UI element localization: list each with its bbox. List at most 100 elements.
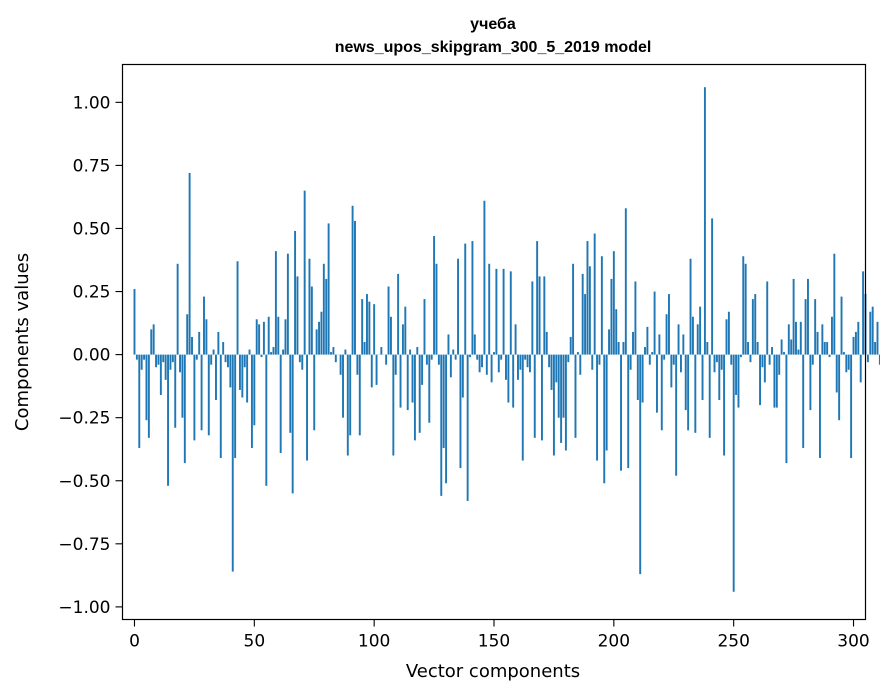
bar-40 xyxy=(229,354,232,388)
bar-175 xyxy=(552,354,555,456)
y-tick-label: −0.25 xyxy=(58,409,110,429)
bar-221 xyxy=(663,354,666,360)
bar-118 xyxy=(416,347,419,355)
bar-71 xyxy=(303,190,306,355)
bar-298 xyxy=(847,354,850,370)
y-tick-label: −0.50 xyxy=(58,472,110,492)
bar-1 xyxy=(135,354,138,360)
bar-302 xyxy=(857,321,860,355)
bar-121 xyxy=(423,299,426,355)
bar-167 xyxy=(533,354,536,438)
x-tick-label: 200 xyxy=(598,632,630,652)
bar-130 xyxy=(445,354,448,484)
bar-211 xyxy=(639,354,642,575)
bar-36 xyxy=(219,354,222,459)
bar-136 xyxy=(459,354,462,469)
bar-24 xyxy=(191,336,193,355)
bar-120 xyxy=(421,354,424,385)
x-tick-label: 150 xyxy=(478,632,510,652)
x-tick-label: 250 xyxy=(717,632,749,652)
bar-247 xyxy=(725,319,728,355)
bar-46 xyxy=(243,354,246,368)
bar-25 xyxy=(193,354,196,441)
bar-145 xyxy=(481,354,483,368)
bar-274 xyxy=(790,339,793,355)
bar-16 xyxy=(171,354,174,363)
y-tick-label: 0.25 xyxy=(73,283,111,303)
bar-194 xyxy=(598,354,601,365)
bar-203 xyxy=(620,354,622,471)
bar-143 xyxy=(476,354,479,360)
x-axis-ticks: 0 50 100 150 200 250 300 xyxy=(129,619,870,652)
bar-125 xyxy=(433,236,436,355)
bar-114 xyxy=(406,354,409,411)
bar-188 xyxy=(584,294,587,355)
bar-58 xyxy=(272,347,275,355)
bar-59 xyxy=(274,251,277,355)
bar-256 xyxy=(747,342,750,355)
bar-294 xyxy=(838,354,841,421)
bar-196 xyxy=(603,354,606,484)
bar-301 xyxy=(854,331,857,355)
bar-278 xyxy=(799,321,802,355)
bar-223 xyxy=(668,294,670,355)
bar-97 xyxy=(366,294,368,355)
bar-92 xyxy=(354,220,356,355)
bar-77 xyxy=(318,321,320,355)
bar-34 xyxy=(215,354,217,401)
bar-0 xyxy=(133,289,136,355)
bar-286 xyxy=(819,354,821,459)
bar-272 xyxy=(785,354,788,464)
bar-7 xyxy=(150,329,153,355)
bar-73 xyxy=(308,258,311,355)
bar-303 xyxy=(859,354,862,383)
bar-37 xyxy=(222,342,225,355)
bar-214 xyxy=(646,326,649,355)
plot-frame xyxy=(121,63,867,621)
bar-94 xyxy=(358,354,361,436)
bar-127 xyxy=(437,354,440,365)
bar-146 xyxy=(483,200,486,355)
bar-137 xyxy=(461,354,464,398)
bar-101 xyxy=(375,354,378,385)
bar-249 xyxy=(730,354,733,365)
bar-184 xyxy=(574,354,577,438)
bar-281 xyxy=(807,278,809,355)
bar-76 xyxy=(315,329,318,355)
bar-276 xyxy=(795,321,797,355)
bar-155 xyxy=(505,354,507,380)
bar-231 xyxy=(687,354,690,431)
bar-95 xyxy=(361,299,364,355)
bar-54 xyxy=(262,321,265,355)
bar-111 xyxy=(399,354,402,408)
bar-32 xyxy=(210,354,213,365)
bar-165 xyxy=(528,354,531,373)
bar-138 xyxy=(464,243,467,355)
bar-218 xyxy=(656,354,658,413)
bar-279 xyxy=(802,354,805,448)
y-axis-ticks: 1.00 0.75 0.50 0.25 0.00 −0.25 −0.50 −0.75 −1.00 xyxy=(58,93,123,618)
bar-239 xyxy=(706,342,709,355)
bar-181 xyxy=(567,354,570,363)
bar-160 xyxy=(517,354,519,380)
bar-217 xyxy=(653,291,656,355)
bar-43 xyxy=(236,261,239,355)
bar-176 xyxy=(555,354,558,383)
bar-55 xyxy=(265,354,268,486)
y-tick-label: 0.50 xyxy=(73,219,111,239)
bar-139 xyxy=(466,354,469,501)
bar-48 xyxy=(248,349,251,355)
bar-177 xyxy=(557,354,560,418)
bar-13 xyxy=(164,354,167,380)
bar-131 xyxy=(447,334,450,355)
bar-260 xyxy=(756,342,759,355)
bar-296 xyxy=(842,352,845,355)
bar-162 xyxy=(521,354,524,461)
bar-213 xyxy=(644,347,646,355)
bar-199 xyxy=(610,278,613,355)
bar-248 xyxy=(727,311,730,355)
x-tick-label: 0 xyxy=(129,632,140,652)
bar-20 xyxy=(181,354,184,418)
bar-126 xyxy=(435,263,438,355)
bar-113 xyxy=(404,306,407,355)
